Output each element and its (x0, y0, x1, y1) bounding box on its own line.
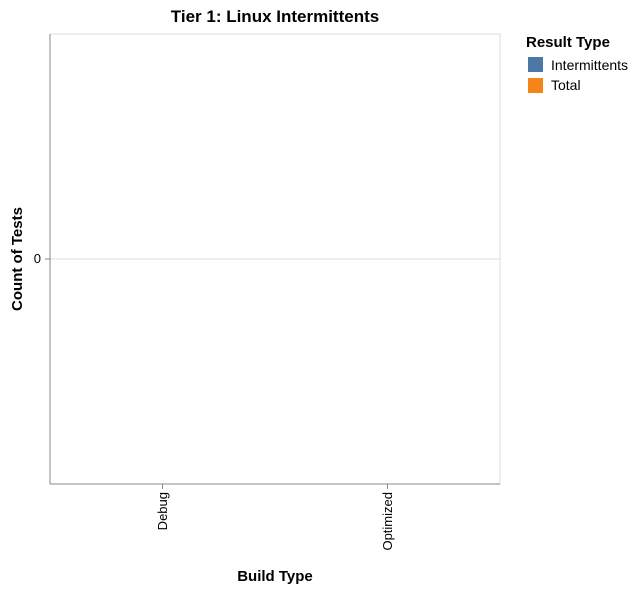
legend-title: Result Type (526, 34, 610, 51)
x-axis-title: Build Type (237, 568, 313, 585)
legend: Result Type Intermittents Total (526, 34, 628, 93)
plot-area: 0 (34, 33, 501, 485)
legend-label-total: Total (551, 77, 581, 93)
legend-swatch-total (528, 78, 543, 93)
legend-swatch-intermittents (528, 57, 543, 72)
y-tick-label: 0 (34, 251, 41, 266)
y-axis-title: Count of Tests (9, 207, 26, 311)
legend-label-intermittents: Intermittents (551, 57, 628, 73)
x-tick-label-optimized: Optimized (380, 492, 395, 551)
x-axis-ticks: Debug Optimized (155, 484, 395, 551)
x-tick-label-debug: Debug (155, 492, 170, 530)
chart-title: Tier 1: Linux Intermittents (171, 7, 379, 26)
